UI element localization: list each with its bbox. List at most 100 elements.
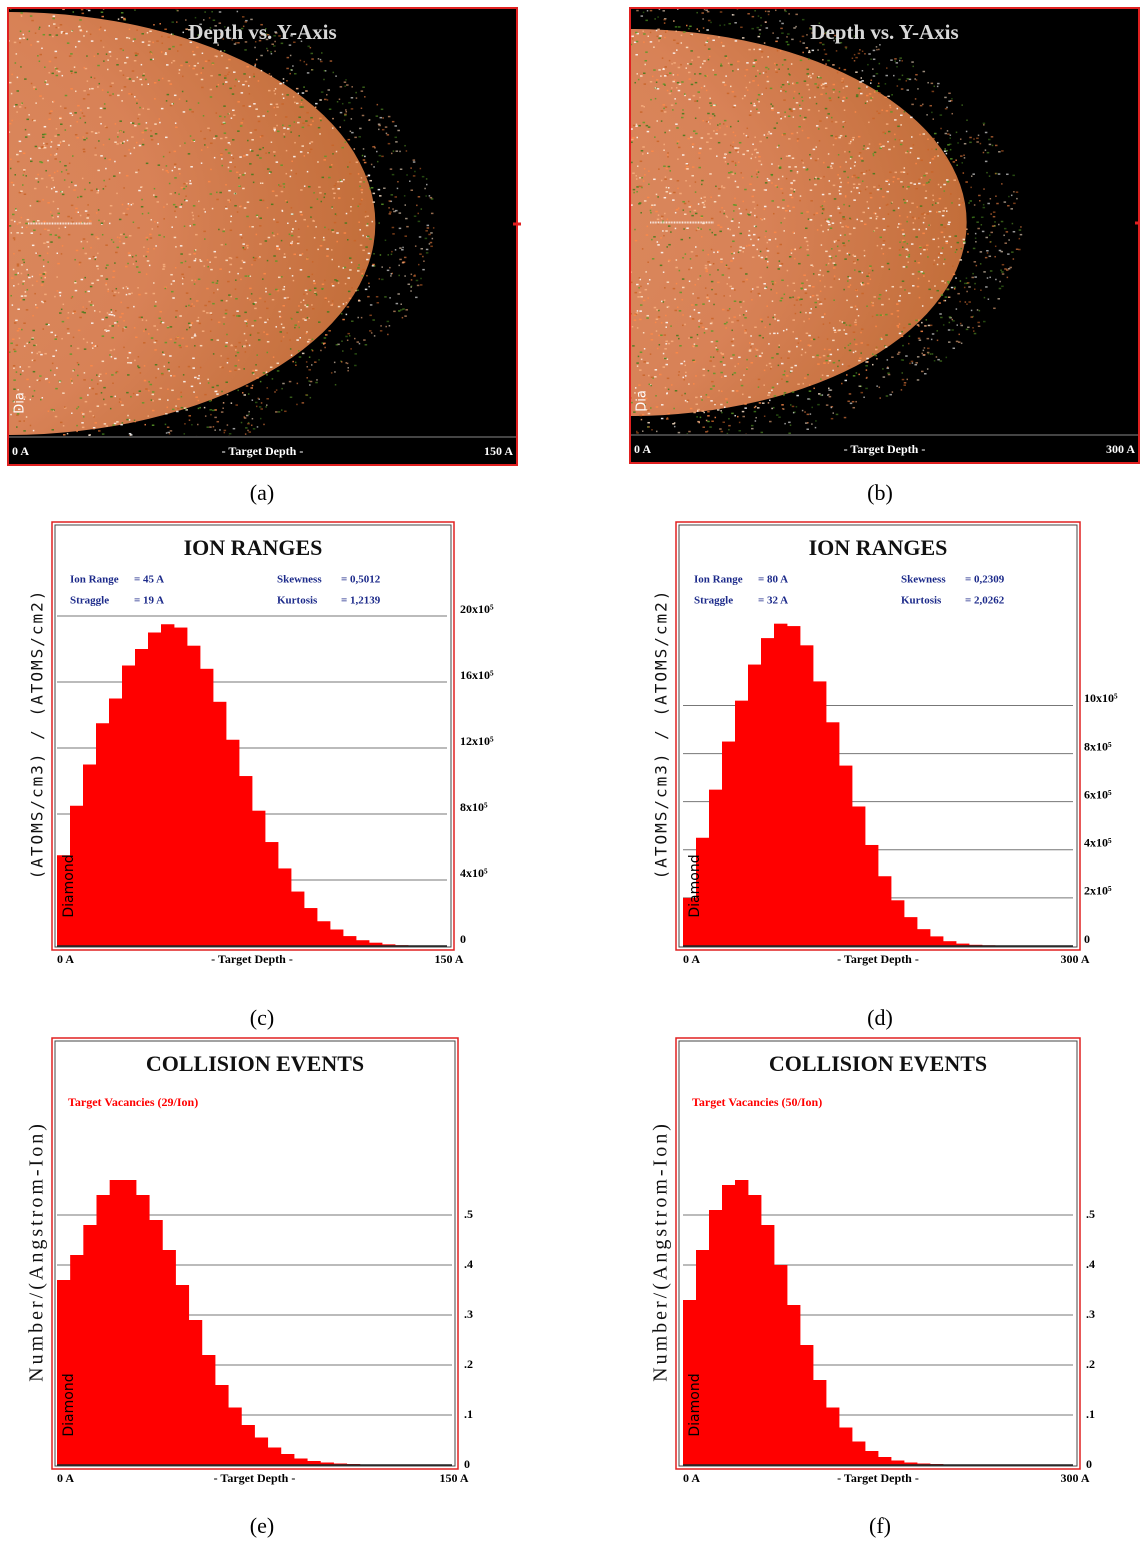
track-dot — [985, 161, 988, 163]
track-dot — [245, 275, 248, 277]
track-dot — [646, 234, 649, 236]
track-dot — [894, 134, 896, 136]
track-dot — [915, 98, 917, 100]
track-dot — [431, 213, 434, 215]
track-dot — [870, 217, 873, 219]
track-dot — [304, 185, 306, 187]
track-dot — [750, 335, 752, 337]
track-dot — [825, 53, 828, 55]
track-dot — [322, 342, 324, 344]
track-dot — [64, 165, 67, 167]
track-dot — [660, 237, 662, 239]
track-dot — [147, 415, 149, 417]
page: {"chart_data": [ {"type": "trajectory", … — [0, 0, 1140, 1546]
track-dot — [983, 123, 986, 125]
track-dot — [48, 410, 50, 412]
track-dot — [42, 98, 44, 100]
track-dot — [822, 394, 824, 396]
track-dot — [91, 234, 94, 236]
track-dot — [907, 78, 910, 80]
track-dot — [97, 170, 100, 172]
track-dot — [829, 100, 832, 102]
track-dot — [409, 180, 411, 182]
track-dot — [845, 161, 847, 163]
track-dot — [690, 63, 693, 64]
beam-dot — [81, 223, 82, 225]
track-dot — [254, 320, 257, 322]
track-dot — [847, 182, 849, 184]
track-dot — [918, 338, 921, 340]
track-dot — [101, 392, 103, 394]
track-dot — [921, 353, 923, 355]
track-dot — [678, 374, 680, 376]
track-dot — [111, 309, 113, 311]
track-dot — [157, 226, 159, 228]
track-dot — [667, 358, 669, 360]
track-dot — [303, 294, 305, 296]
track-dot — [697, 28, 699, 30]
track-dot — [162, 268, 165, 270]
track-dot — [752, 201, 755, 203]
track-dot — [892, 286, 895, 288]
track-dot — [806, 333, 809, 335]
track-dot — [892, 391, 894, 393]
track-dot — [697, 334, 699, 336]
track-dot — [35, 102, 37, 104]
track-dot — [914, 183, 917, 185]
track-dot — [806, 429, 809, 431]
track-dot — [815, 177, 817, 179]
track-dot — [855, 401, 857, 403]
track-dot — [267, 50, 269, 52]
track-dot — [947, 224, 950, 226]
track-dot — [256, 234, 258, 236]
track-dot — [165, 288, 167, 290]
track-dot — [56, 367, 58, 369]
track-dot — [398, 275, 400, 277]
track-dot — [15, 62, 17, 64]
track-dot — [247, 430, 249, 432]
track-dot — [708, 0, 710, 1]
track-dot — [220, 355, 222, 357]
track-dot — [213, 353, 215, 355]
track-dot — [760, 17, 762, 19]
track-dot — [183, 381, 186, 383]
track-dot — [123, 347, 125, 349]
track-dot — [720, 65, 723, 67]
track-dot — [257, 116, 260, 118]
track-dot — [280, 164, 283, 166]
track-dot — [188, 366, 191, 368]
track-dot — [843, 171, 846, 173]
track-dot — [748, 49, 751, 51]
track-dot — [221, 244, 224, 246]
track-dot — [179, 345, 182, 347]
track-dot — [405, 309, 408, 311]
track-dot — [159, 23, 161, 25]
track-dot — [11, 232, 13, 234]
track-dot — [818, 110, 820, 112]
track-dot — [74, 259, 76, 261]
track-dot — [21, 232, 24, 234]
track-dot — [732, 91, 735, 93]
track-dot — [90, 190, 93, 192]
track-dot — [327, 99, 329, 101]
track-dot — [359, 181, 362, 183]
track-dot — [960, 259, 963, 261]
track-dot — [249, 288, 252, 290]
track-dot — [747, 150, 750, 152]
track-dot — [666, 191, 669, 193]
track-dot — [243, 247, 245, 249]
track-dot — [973, 216, 975, 218]
track-dot — [105, 317, 108, 319]
track-dot — [750, 239, 752, 241]
track-dot — [843, 322, 846, 324]
track-dot — [794, 258, 796, 260]
track-dot — [33, 345, 36, 347]
track-dot — [167, 94, 170, 96]
track-dot — [752, 257, 755, 259]
track-dot — [662, 230, 664, 232]
track-dot — [260, 408, 263, 410]
track-dot — [99, 116, 102, 118]
track-dot — [227, 281, 230, 283]
track-dot — [824, 313, 826, 315]
track-dot — [159, 2, 162, 4]
